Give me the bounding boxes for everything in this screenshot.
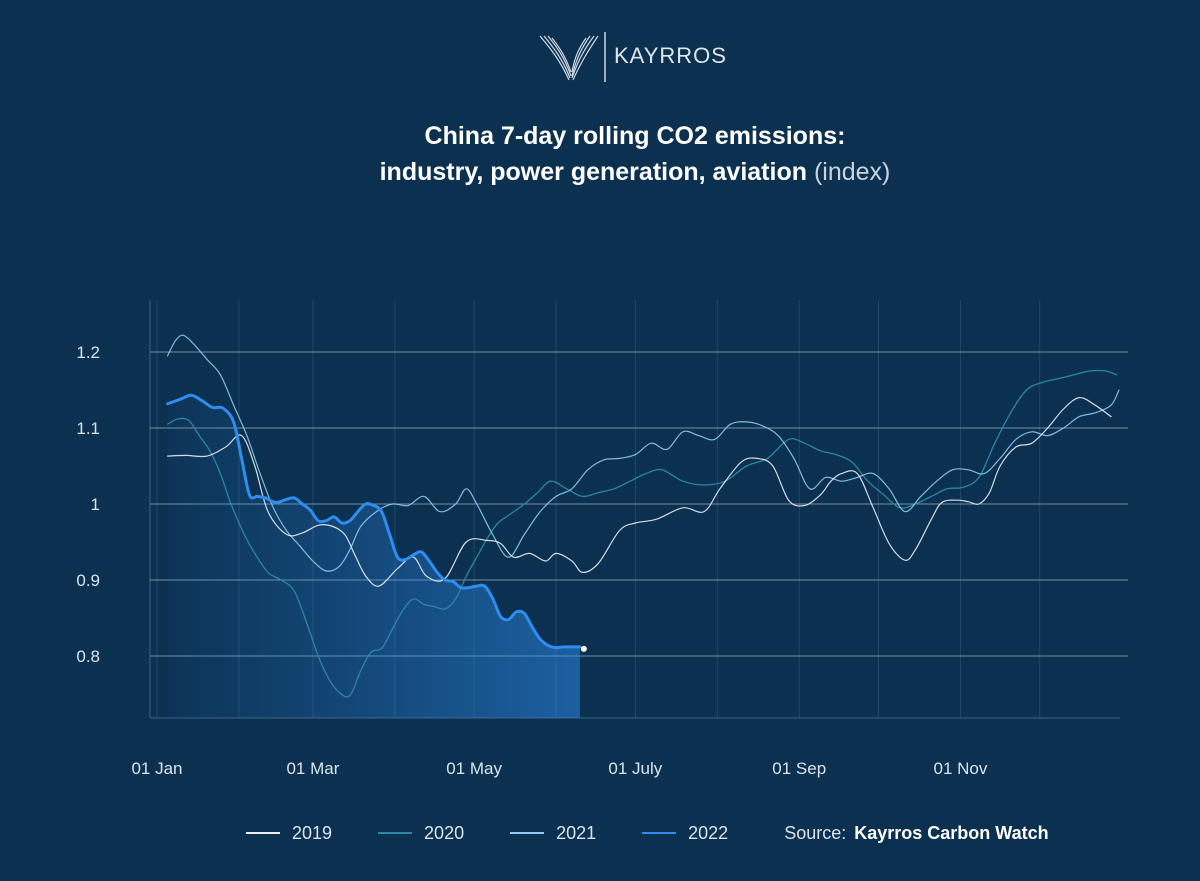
legend-item-2019: 2019 [246,823,332,844]
x-tick-label: 01 July [608,759,662,778]
legend-label-2021: 2021 [556,822,597,843]
kayrros-logo: KAYRROS [536,30,726,84]
y-tick-label: 1.2 [76,343,100,362]
legend-swatch-2020 [378,832,413,834]
x-tick-label: 01 Sep [772,759,826,778]
y-tick-label: 1.1 [76,419,100,438]
legend-item-2021: 2021 [510,823,596,844]
chart-title-line2: industry, power generation, aviation (in… [0,154,1200,190]
legend-item-2020: 2020 [378,823,464,844]
source-note: Source: Kayrros Carbon Watch [784,823,1048,844]
chart-title-line2-text: industry, power generation, aviation [379,158,807,186]
legend-swatch-2019 [246,832,280,834]
legend-item-2022: 2022 [642,823,728,844]
wings-icon [539,32,606,82]
chart-title-unit: (index) [813,158,891,186]
series-line-2022 [166,393,582,650]
y-tick-label: 0.8 [76,647,100,666]
source-value: Kayrros Carbon Watch [854,822,1049,843]
legend-label-2019: 2019 [292,822,333,843]
x-tick-label: 01 Nov [933,759,987,778]
chart-title: China 7-day rolling CO2 emissions: indus… [0,118,1200,190]
legend-swatch-2021 [510,832,545,834]
legend: 2019 2020 2021 2022 Source: Kayrros Carb… [246,820,1049,846]
x-tick-label: 01 Mar [286,759,339,778]
logo-text: KAYRROS [614,43,727,68]
series-end-marker-2022 [580,645,587,652]
chart-title-line1: China 7-day rolling CO2 emissions: [424,122,846,150]
series-line-2020 [166,369,1118,698]
y-tick-label: 0.9 [76,571,100,590]
source-label: Source: [784,822,847,843]
legend-label-2022: 2022 [688,822,729,843]
legend-swatch-2022 [642,832,677,834]
area-2022 [167,395,580,718]
series-line-2021 [167,334,1120,572]
series-line-2019 [167,396,1112,587]
x-tick-label: 01 May [446,759,502,778]
legend-label-2020: 2020 [424,822,465,843]
x-tick-label: 01 Jan [131,759,182,778]
y-tick-label: 1 [91,495,100,514]
